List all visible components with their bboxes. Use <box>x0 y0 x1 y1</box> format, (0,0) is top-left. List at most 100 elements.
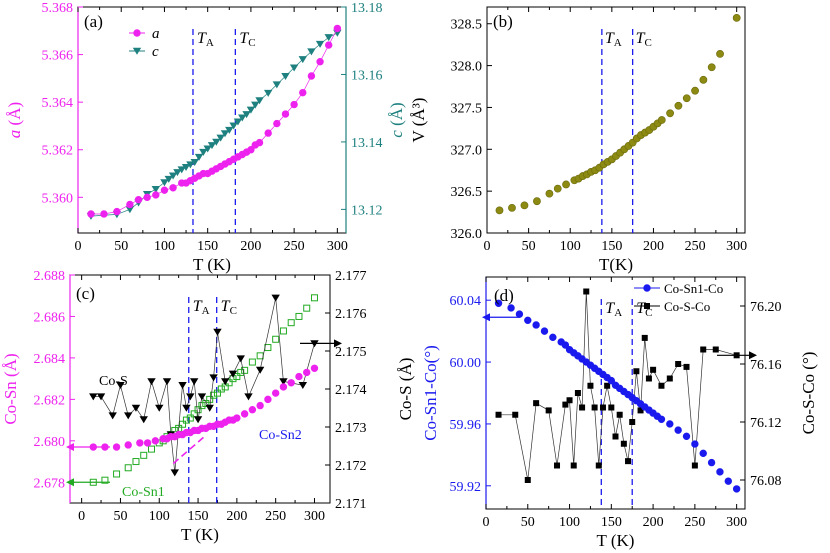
data-point <box>657 415 666 423</box>
data-point <box>182 416 190 424</box>
data-point <box>716 49 724 58</box>
x-axis-title: T (K) <box>597 531 635 550</box>
x-tick-label: 100 <box>560 239 581 254</box>
x-tick-label: 250 <box>684 515 705 530</box>
y-tick-label-left: 60.04 <box>450 294 482 309</box>
data-point <box>579 404 586 411</box>
x-axis-title: T (K) <box>193 255 231 274</box>
data-point <box>101 476 109 484</box>
y-tick-label-left: 2.680 <box>34 435 66 450</box>
data-point <box>190 410 198 418</box>
transition-label: TA <box>197 30 214 49</box>
data-point <box>699 449 707 458</box>
data-point <box>683 363 690 370</box>
data-point <box>533 197 541 206</box>
data-point <box>549 333 557 342</box>
arrow-head <box>749 351 757 360</box>
data-point <box>666 109 674 118</box>
annotation-co-s: Co-S <box>99 374 128 389</box>
data-point <box>220 130 230 138</box>
data-point <box>210 391 218 399</box>
data-point <box>545 189 554 198</box>
data-point <box>233 414 241 422</box>
data-point <box>139 416 148 424</box>
data-point <box>116 382 125 389</box>
series-V <box>495 13 741 215</box>
data-point <box>194 406 202 414</box>
data-point <box>169 184 177 192</box>
data-point <box>333 24 342 33</box>
y-axis-title-right-unit: (Å) <box>387 102 406 130</box>
x-tick-label: 300 <box>327 239 348 254</box>
data-point <box>143 439 152 447</box>
data-point <box>691 440 699 448</box>
legend-label-c: c <box>152 44 159 60</box>
y-tick-label-right: 2.172 <box>335 459 367 474</box>
data-point <box>263 89 273 97</box>
transition-label-sub: A <box>206 37 214 49</box>
arrow-head <box>66 443 74 452</box>
data-point <box>303 368 311 377</box>
data-point <box>147 378 156 386</box>
panel-b: 0 50 100 150 200 250 300 T(K) 326.0 326.5 327.0 327… <box>409 6 747 274</box>
data-point <box>242 111 251 119</box>
data-point <box>637 407 644 414</box>
data-point <box>190 158 199 166</box>
y-tick-label-left: 59.92 <box>450 480 482 495</box>
data-point <box>151 437 160 445</box>
data-point <box>271 294 280 302</box>
transition-label-t: T <box>636 30 646 47</box>
y-axis-title-left: a (Å) <box>5 102 24 138</box>
data-point <box>247 146 255 154</box>
data-point <box>520 201 529 210</box>
data-point <box>140 451 148 459</box>
y-tick-label-left: 59.96 <box>450 418 482 433</box>
transition-label-t: T <box>193 298 203 315</box>
data-point <box>108 412 117 420</box>
y-tick-label-left: 326.0 <box>451 227 483 242</box>
data-point <box>136 439 144 447</box>
data-point <box>100 210 108 218</box>
data-point <box>125 206 135 214</box>
panel-label: (b) <box>493 12 513 31</box>
y-tick-label-left: 2.686 <box>34 310 66 325</box>
transition-label-t: T <box>605 30 615 47</box>
data-point <box>194 153 204 161</box>
data-point <box>151 185 161 193</box>
data-point <box>290 100 298 109</box>
y-tick-label-right: 2.174 <box>335 383 367 398</box>
data-point <box>545 407 552 414</box>
x-tick-label: 250 <box>685 239 706 254</box>
x-tick-label: 200 <box>643 239 664 254</box>
y-tick-label-left: 5.368 <box>42 1 74 16</box>
data-point <box>248 358 256 366</box>
data-point <box>732 485 741 493</box>
plot-frame <box>486 6 746 234</box>
data-point <box>202 400 210 408</box>
data-point <box>507 304 515 312</box>
transition-label-t: T <box>197 30 207 47</box>
data-point <box>675 361 682 367</box>
arrow-head <box>334 339 342 348</box>
data-point <box>186 393 195 401</box>
transition-label: TC <box>636 300 652 319</box>
data-point <box>255 366 265 374</box>
y-tick-label-left: 326.5 <box>451 185 483 200</box>
transition-label-t: T <box>636 300 646 317</box>
x-tick-label: 200 <box>643 515 664 530</box>
data-point <box>604 382 611 389</box>
transition-label: TC <box>221 298 237 317</box>
data-point <box>164 175 173 183</box>
x-tick-label: 250 <box>284 239 305 254</box>
data-point <box>666 375 673 382</box>
x-tick-label: 150 <box>188 509 209 524</box>
y-tick-label-left: 5.360 <box>42 191 74 206</box>
data-point <box>132 458 140 466</box>
x-tick-label: 100 <box>149 509 170 524</box>
legend-label-co-sn1-co: Co-Sn1-Co <box>664 281 723 296</box>
data-point <box>295 312 303 320</box>
data-point <box>168 172 178 180</box>
x-tick-label: 0 <box>484 239 491 254</box>
panel-c: 0 50 100 150 200 250 300 T (K) 2.678 2.680 2.682 2.… <box>1 269 415 544</box>
